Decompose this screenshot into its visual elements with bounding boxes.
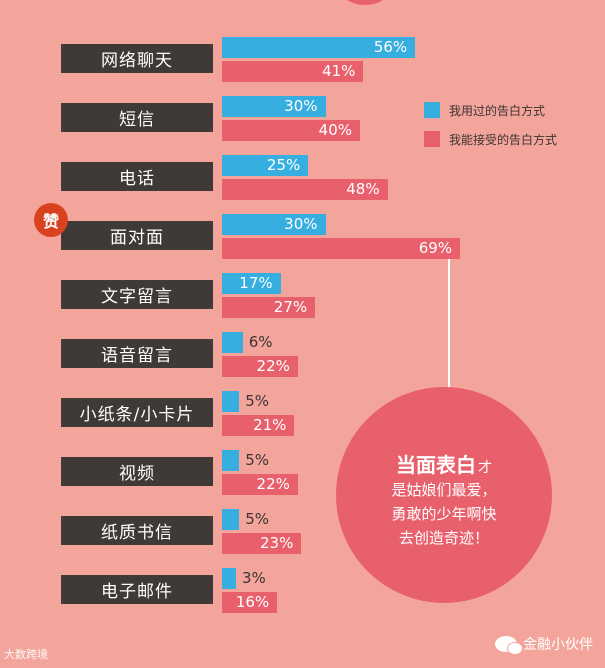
value-label-accept: 22% (256, 475, 290, 493)
watermark-left: 大数跨境 (4, 648, 48, 661)
category-label: 面对面 (61, 221, 213, 250)
category-label: 纸质书信 (61, 516, 213, 545)
bar-used (222, 509, 240, 530)
callout-headline-tail: 才 (478, 460, 492, 476)
bar-accept (222, 179, 388, 200)
legend-item-used: 我用过的告白方式 (424, 100, 557, 120)
legend-swatch-used (424, 102, 440, 118)
wechat-icon (495, 636, 523, 655)
category-label: 网络聊天 (61, 44, 213, 73)
bar-used (222, 37, 416, 58)
callout-leader-line (448, 259, 450, 389)
value-label-used: 17% (239, 274, 273, 292)
bar-used (222, 332, 243, 353)
legend-label-used: 我用过的告白方式 (449, 103, 546, 118)
value-label-accept: 21% (253, 416, 287, 434)
value-label-accept: 41% (322, 62, 356, 80)
bar-used (222, 214, 326, 235)
value-label-used: 6% (248, 333, 273, 351)
value-label-accept: 23% (260, 534, 294, 552)
value-label-accept: 69% (418, 239, 453, 257)
bar-accept (222, 592, 278, 613)
value-label-used: 5% (245, 392, 270, 410)
bar-accept (222, 238, 461, 259)
bar-accept (222, 533, 302, 554)
bar-accept (222, 61, 364, 82)
callout-line-1: 是姑娘们最爱， (391, 481, 497, 499)
callout-line-2: 勇敢的少年啊快 (391, 505, 497, 523)
category-label: 视频 (61, 457, 213, 486)
value-label-used: 30% (284, 97, 318, 115)
legend-label-accept: 我能接受的告白方式 (449, 132, 558, 147)
value-label-used: 5% (245, 510, 270, 528)
category-label: 电话 (61, 162, 213, 191)
value-label-accept: 40% (318, 121, 352, 139)
bar-used (222, 391, 240, 412)
category-label: 小纸条/小卡片 (61, 398, 213, 427)
bar-accept (222, 120, 360, 141)
bar-accept (222, 474, 298, 495)
top-decoration (330, 0, 400, 5)
bar-accept (222, 415, 295, 436)
value-label-used: 30% (284, 215, 318, 233)
value-label-accept: 22% (256, 357, 290, 375)
category-label: 电子邮件 (61, 575, 213, 604)
legend-item-accept: 我能接受的告白方式 (424, 129, 557, 149)
praise-badge: 赞 (34, 203, 68, 237)
bar-used (222, 568, 236, 589)
callout-line-3: 去创造奇迹！ (398, 529, 489, 547)
value-label-used: 5% (245, 451, 270, 469)
callout-headline: 当面表白才 (336, 449, 552, 478)
bar-used (222, 155, 309, 176)
value-label-used: 25% (266, 156, 301, 174)
legend-swatch-accept (424, 131, 440, 147)
bar-accept (222, 297, 316, 318)
bar-used (222, 450, 240, 471)
category-label: 语音留言 (61, 339, 213, 368)
value-label-used: 3% (242, 569, 266, 587)
value-label-accept: 16% (235, 593, 270, 611)
legend: 我用过的告白方式 我能接受的告白方式 (424, 100, 557, 158)
category-label: 文字留言 (61, 280, 213, 309)
bar-used (222, 273, 281, 294)
watermark-right-text: 金融小伙伴 (523, 637, 593, 653)
value-label-accept: 48% (346, 180, 380, 198)
watermark-right: 金融小伙伴 (495, 634, 593, 655)
bar-used (222, 96, 326, 117)
callout-bubble: 当面表白才 是姑娘们最爱， 勇敢的少年啊快 去创造奇迹！ (336, 387, 552, 603)
value-label-used: 56% (373, 38, 408, 56)
value-label-accept: 27% (273, 298, 308, 316)
callout-headline-text: 当面表白 (396, 453, 476, 477)
bar-accept (222, 356, 298, 377)
category-label: 短信 (61, 103, 213, 132)
